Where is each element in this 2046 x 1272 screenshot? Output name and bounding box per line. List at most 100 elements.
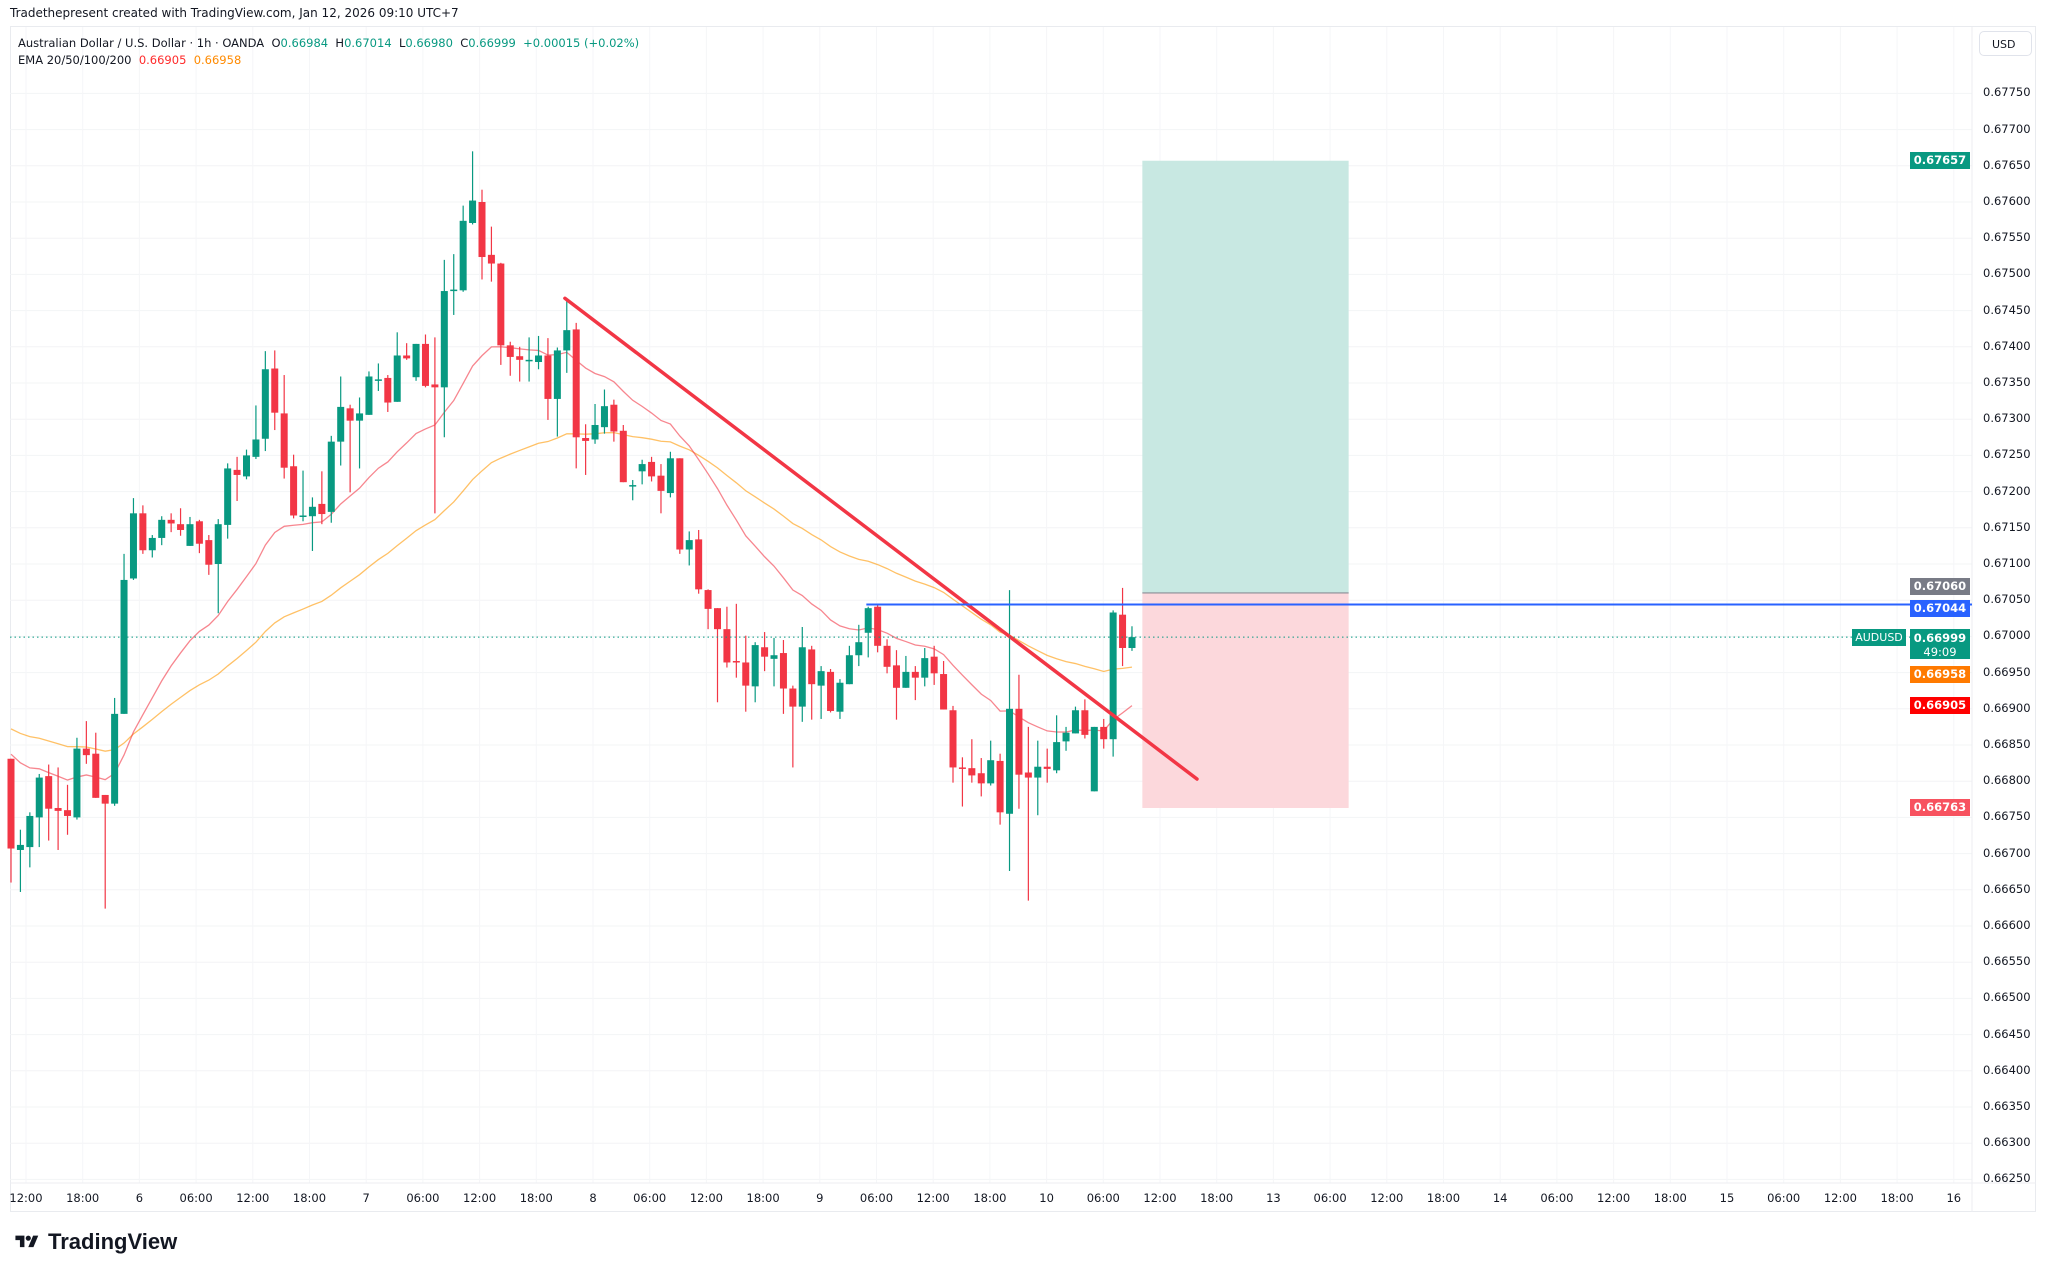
- candle-bullish: [252, 439, 260, 457]
- candle-bearish: [280, 413, 288, 468]
- candle-bullish: [450, 289, 458, 292]
- candle-bearish: [892, 665, 900, 688]
- candle-bullish: [987, 760, 995, 784]
- candle-bullish: [817, 671, 825, 686]
- time-tick-label: 9: [816, 1191, 824, 1205]
- time-tick-label: 7: [362, 1191, 370, 1205]
- candle-bullish: [356, 413, 364, 421]
- candle-bullish: [638, 464, 646, 472]
- candle-bearish: [883, 645, 891, 667]
- bar-countdown: 49:09: [1923, 644, 1957, 659]
- candle-bullish: [327, 441, 335, 512]
- candle-bullish: [16, 844, 24, 850]
- candle-bearish: [233, 469, 241, 475]
- ema20-value: 0.66905: [138, 53, 187, 67]
- candle-bearish: [949, 710, 957, 768]
- candle-bearish: [431, 384, 439, 388]
- candle-bearish: [789, 688, 797, 707]
- candle-bullish: [600, 406, 608, 428]
- time-tick-label: 12:00: [236, 1191, 270, 1205]
- candle-bearish: [205, 540, 213, 565]
- close-label: C: [460, 36, 469, 50]
- candle-bullish: [1034, 766, 1042, 778]
- candle-bearish: [732, 661, 740, 663]
- candle-bearish: [572, 329, 580, 438]
- candle-bullish: [243, 455, 250, 477]
- candle-bullish: [73, 748, 81, 818]
- candle-bearish: [582, 438, 590, 441]
- candle-bearish: [7, 758, 15, 849]
- candle-bearish: [827, 671, 835, 711]
- candle-bullish: [836, 682, 844, 712]
- ema50-line: [10, 432, 1133, 752]
- price-tick-label: 0.66350: [1983, 1099, 2031, 1113]
- ema20-line: [10, 346, 1133, 781]
- time-tick-label: 18:00: [973, 1191, 1007, 1205]
- time-tick-label: 14: [1492, 1191, 1508, 1205]
- time-tick-label: 06:00: [179, 1191, 213, 1205]
- time-tick-label: 6: [135, 1191, 144, 1205]
- candle-bullish: [412, 343, 420, 378]
- ema-indicator-label[interactable]: EMA 20/50/100/200: [18, 53, 132, 67]
- tradingview-logo[interactable]: TradingView: [12, 1229, 177, 1255]
- candle-bullish: [261, 369, 269, 439]
- candle-bearish: [874, 606, 882, 646]
- candle-bullish: [186, 524, 194, 546]
- candle-bearish: [930, 656, 938, 674]
- candle-bearish: [911, 671, 919, 678]
- ema50-badge: 0.66958: [1910, 665, 1970, 683]
- candle-bullish: [591, 424, 599, 440]
- price-tick-label: 0.66600: [1983, 918, 2031, 932]
- symbol-description[interactable]: Australian Dollar / U.S. Dollar · 1h · O…: [18, 36, 265, 50]
- candle-bullish: [26, 815, 34, 848]
- candle-bullish: [685, 540, 693, 550]
- candle-bearish: [714, 608, 721, 630]
- candle-bearish: [54, 807, 62, 811]
- price-tick-label: 0.66750: [1983, 809, 2031, 824]
- open-label: O: [271, 36, 281, 50]
- last-price: 0.66999: [1913, 630, 1967, 645]
- currency-button[interactable]: USD: [1979, 31, 2032, 56]
- candle-bearish: [723, 629, 731, 663]
- candle-bullish: [299, 515, 307, 517]
- candle-bullish: [365, 376, 373, 415]
- candle-bullish: [535, 355, 543, 363]
- time-tick-label: 8: [589, 1191, 597, 1205]
- time-tick-label: 15: [1719, 1191, 1735, 1205]
- tradingview-logo-icon: [15, 1235, 39, 1248]
- price-tick-label: 0.67350: [1983, 375, 2031, 389]
- candle-bullish: [1128, 637, 1136, 648]
- candle-bearish: [1081, 710, 1089, 735]
- price-tick-label: 0.67600: [1983, 194, 2031, 208]
- candle-bearish: [704, 590, 712, 609]
- price-tick-label: 0.66450: [1983, 1026, 2031, 1041]
- close-value: 0.66999: [468, 36, 516, 50]
- low-label: L: [398, 36, 406, 50]
- candle-bullish: [921, 658, 929, 678]
- price-tick-label: 0.66900: [1983, 700, 2031, 715]
- candle-bullish: [1071, 710, 1079, 734]
- time-tick-label: 06:00: [1086, 1191, 1120, 1205]
- candle-bullish: [666, 458, 674, 494]
- candle-bearish: [996, 760, 1004, 813]
- time-tick-label: 18:00: [66, 1191, 100, 1205]
- time-tick-label: 18:00: [746, 1191, 780, 1205]
- candle-bearish: [1119, 614, 1127, 648]
- candle-bullish: [751, 645, 759, 687]
- candle-bearish: [487, 254, 495, 264]
- price-tick-label: 0.67700: [1983, 121, 2031, 136]
- price-tick-label: 0.67250: [1983, 447, 2031, 462]
- time-tick-label: 12:00: [916, 1191, 950, 1205]
- price-tick-label: 0.66700: [1983, 845, 2031, 860]
- time-tick-label: 16: [1946, 1191, 1962, 1205]
- candle-bullish: [845, 655, 853, 685]
- price-tick-label: 0.66850: [1983, 737, 2031, 751]
- candle-bearish: [195, 521, 203, 544]
- time-tick-label: 06:00: [633, 1191, 667, 1205]
- candle-bearish: [761, 647, 769, 657]
- price-tick-label: 0.67650: [1983, 157, 2031, 172]
- price-tick-label: 0.66400: [1983, 1062, 2031, 1077]
- candle-bearish: [290, 466, 298, 516]
- chart-frame[interactable]: [10, 26, 2036, 1212]
